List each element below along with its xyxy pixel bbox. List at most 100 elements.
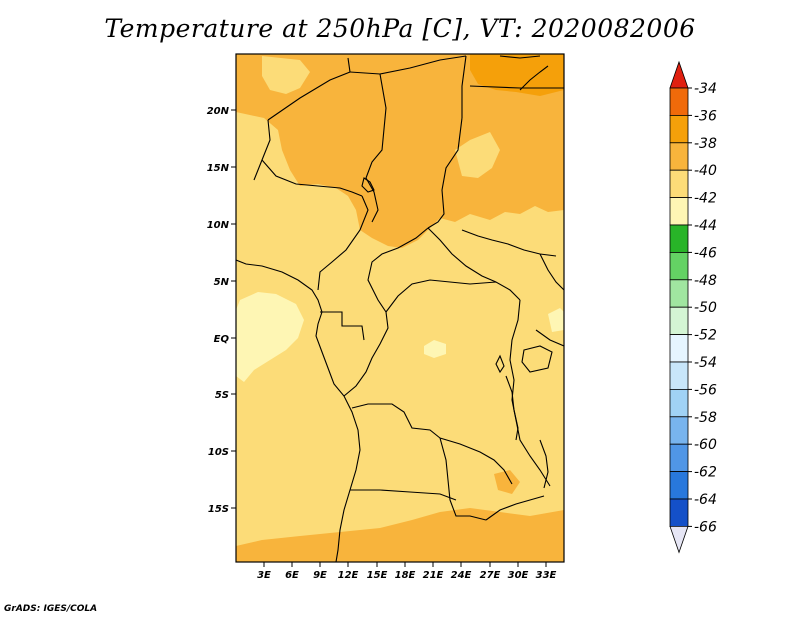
border-chad-sudan [427, 117, 463, 229]
lon-label: 9E [313, 570, 327, 581]
lake-malawi [539, 439, 549, 489]
lake-kivu [495, 354, 505, 374]
colorbar-top-arrow [669, 60, 689, 89]
colorbar: -34 -36 -38 -40 -42 -44 -46 -48 -50 -52 -54 -56 -58 -… [669, 60, 717, 554]
nile-delta-coast [499, 55, 541, 59]
colorbar-swatch [669, 224, 689, 253]
lat-label: EQ [214, 334, 230, 345]
lake-tanganyika [505, 375, 519, 441]
lat-label: 15S [208, 504, 229, 515]
colorbar-bottom-arrow [669, 526, 689, 554]
latitude-axis [231, 109, 236, 509]
border-nigeria-cameroon [317, 195, 369, 291]
colorbar-swatch [669, 443, 689, 473]
lat-label: 10N [207, 220, 230, 231]
field-region-gulf-light [236, 292, 304, 382]
field-region-northeast-warm [470, 54, 564, 96]
border-libya-chad [365, 73, 387, 223]
longitude-labels: 3E 6E 9E 12E 15E 18E 21E 24E 27E 30E 33E [257, 570, 556, 581]
lake-chad [361, 177, 375, 193]
colorbar-swatch [669, 115, 689, 144]
border-niger-libya [349, 55, 467, 75]
border-angola-namibia [350, 489, 457, 501]
colorbar-swatch [669, 334, 689, 363]
colorbar-label: -54 [694, 355, 717, 371]
lon-label: 21E [423, 570, 444, 581]
border-egypt-sudan [469, 85, 564, 89]
border-zambia-zimbabwe [485, 495, 545, 521]
colorbar-swatch [669, 197, 689, 226]
lon-label: 15E [367, 570, 388, 581]
border-car-drc [385, 279, 521, 313]
colorbar-swatch [669, 388, 689, 418]
temperature-field [236, 54, 564, 562]
lat-label: 20N [207, 106, 230, 117]
field-region-south-patch [494, 470, 520, 494]
field-region-south [236, 508, 564, 562]
colorbar-label: -60 [694, 437, 717, 453]
border-drc-zambia [439, 437, 513, 485]
lon-label: 30E [508, 570, 529, 581]
colorbar-label: -48 [694, 273, 717, 289]
lon-label: 33E [536, 570, 557, 581]
lon-label: 6E [285, 570, 299, 581]
lon-label: 18E [395, 570, 416, 581]
lat-label: 5N [214, 277, 230, 288]
field-region-sahara-light [262, 56, 310, 94]
colorbar-label: -44 [694, 218, 717, 234]
longitude-axis [263, 562, 547, 567]
border-algeria-mali [267, 57, 351, 121]
border-car-sudan [427, 227, 497, 283]
border-drc-angola-north [351, 403, 441, 439]
red-sea-coast [519, 65, 549, 91]
border-chad-car [367, 227, 429, 313]
map-frame [235, 53, 565, 563]
colorbar-label: -36 [694, 108, 717, 124]
colorbar-label: -56 [694, 382, 717, 398]
border-mali-niger [253, 119, 271, 181]
border-libya-sudan [461, 55, 467, 118]
colorbar-label: -42 [694, 191, 717, 207]
country-borders [236, 55, 564, 562]
colorbar-label: -34 [694, 81, 717, 97]
credit-label: GrADS: IGES/COLA [4, 604, 98, 614]
lon-label: 24E [451, 570, 472, 581]
colorbar-swatch [669, 306, 689, 336]
colorbar-swatch [669, 251, 689, 281]
lat-label: 10S [208, 447, 229, 458]
border-kenya-tanzania [535, 329, 564, 347]
colorbar-label: -46 [694, 245, 717, 261]
colorbar-swatch [669, 169, 689, 198]
colorbar-swatch [669, 416, 689, 445]
map-title: Temperature at 250hPa [C], VT: 202008200… [104, 14, 696, 43]
colorbar-label: -58 [694, 410, 717, 426]
colorbar-label: -62 [694, 465, 717, 481]
latitude-labels: 20N 15N 10N 5N EQ 5S 10S 15S [207, 106, 230, 515]
lon-label: 12E [338, 570, 359, 581]
colorbar-swatch [669, 471, 689, 500]
colorbar-swatch [669, 498, 689, 527]
colorbar-label: -50 [694, 300, 717, 316]
colorbar-label: -40 [694, 163, 717, 179]
coastline-west [236, 259, 361, 562]
field-region-east-light [548, 308, 564, 332]
border-ethiopia [539, 253, 564, 291]
colorbar-label: -64 [694, 492, 717, 508]
colorbar-label: -52 [694, 328, 717, 344]
lon-label: 27E [480, 570, 501, 581]
field-region-west-light [236, 124, 280, 186]
lon-label: 3E [257, 570, 271, 581]
colorbar-label: -38 [694, 136, 717, 152]
border-gabon [320, 311, 365, 341]
field-region-north [236, 54, 564, 248]
colorbar-swatch [669, 142, 689, 171]
lake-victoria [521, 345, 553, 373]
lat-label: 5S [215, 390, 229, 401]
colorbar-swatch [669, 87, 689, 116]
lat-label: 15N [207, 163, 230, 174]
border-east-africa [509, 299, 551, 487]
border-drc-angola-east [439, 437, 487, 521]
colorbar-label: -66 [694, 519, 717, 535]
border-niger-nigeria [261, 159, 363, 197]
colorbar-swatch [669, 279, 689, 308]
